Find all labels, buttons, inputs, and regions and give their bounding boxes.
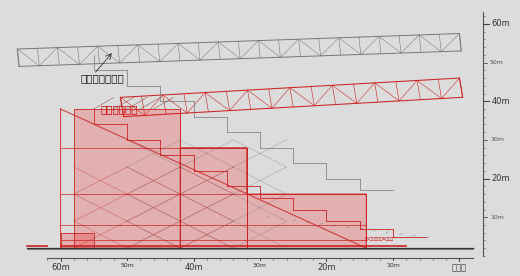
Text: 50m: 50m [120,263,134,268]
Bar [60,233,94,248]
Bar [74,109,180,248]
Text: 新国立競技場: 新国立競技場 [100,104,138,114]
Text: 60m: 60m [491,19,510,28]
Text: 50m: 50m [490,60,504,65]
Text: 30m: 30m [253,263,267,268]
Bar [180,148,246,248]
Text: 60m: 60m [51,263,70,272]
Text: 40m: 40m [184,263,203,272]
Text: 10m: 10m [386,263,400,268]
Text: 第1レーン・第8レーン: 第1レーン・第8レーン [365,237,394,241]
Text: 埼玉スタジアム: 埼玉スタジアム [81,73,124,83]
Text: 20m: 20m [317,263,336,272]
Text: 30m: 30m [490,137,504,142]
Bar [246,194,367,248]
Text: 10m: 10m [490,215,504,220]
Text: ライン: ライン [452,263,467,272]
Text: 20m: 20m [491,174,510,183]
Text: 40m: 40m [491,97,510,106]
